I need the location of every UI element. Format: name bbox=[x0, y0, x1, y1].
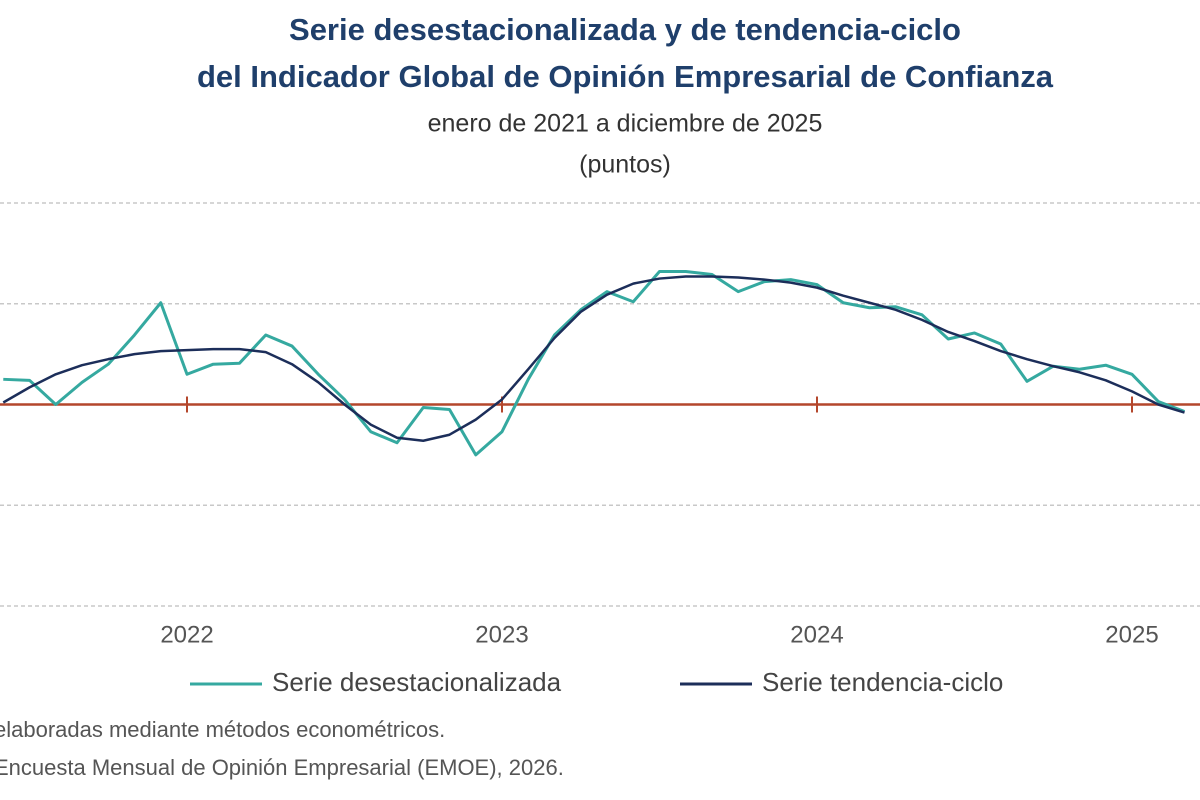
x-tick-label: 2023 bbox=[475, 621, 528, 648]
series-line bbox=[3, 270, 1186, 457]
chart-title: del Indicador Global de Opinión Empresar… bbox=[197, 59, 1054, 94]
legend-label: Serie tendencia-ciclo bbox=[762, 667, 1003, 697]
source: Encuesta Mensual de Opinión Empresarial … bbox=[0, 755, 564, 780]
x-tick-label: 2025 bbox=[1105, 621, 1158, 648]
chart-title: Serie desestacionalizada y de tendencia-… bbox=[289, 12, 961, 47]
footnote: elaboradas mediante métodos econométrico… bbox=[0, 717, 445, 742]
legend-label: Serie desestacionalizada bbox=[272, 667, 562, 697]
chart-subtitle: enero de 2021 a diciembre de 2025 bbox=[428, 110, 823, 138]
series-line bbox=[2, 275, 1185, 443]
x-tick-label: 2024 bbox=[790, 621, 843, 648]
unit-label: (puntos) bbox=[579, 151, 671, 179]
x-tick-label: 2022 bbox=[160, 621, 213, 648]
